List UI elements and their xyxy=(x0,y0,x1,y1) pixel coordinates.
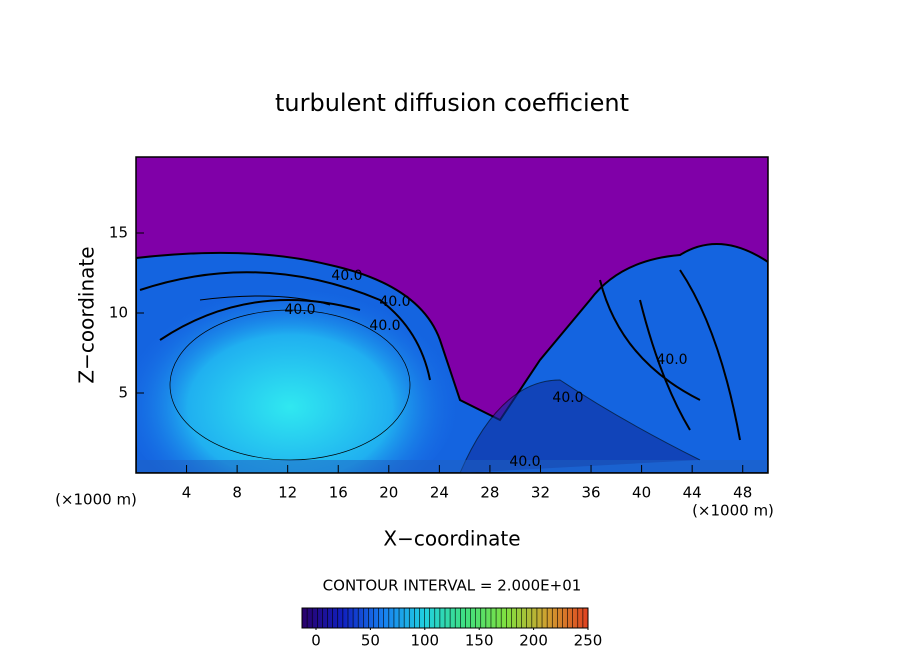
x-tick-label: 16 xyxy=(329,484,348,502)
x-unit-label: (×1000 m) xyxy=(692,502,774,520)
x-tick-label: 28 xyxy=(480,484,499,502)
contour-label: 40.0 xyxy=(369,318,400,334)
contour-field xyxy=(136,157,768,473)
x-tick-label: 20 xyxy=(379,484,398,502)
colorbar-tick-label: 250 xyxy=(574,632,603,650)
contour-label: 40.0 xyxy=(656,352,687,368)
contour-label: 40.0 xyxy=(331,268,362,284)
x-tick-label: 24 xyxy=(430,484,449,502)
contour-interval: CONTOUR INTERVAL = 2.000E+01 xyxy=(323,577,582,595)
contour-label: 40.0 xyxy=(509,454,540,470)
y-unit-label: (×1000 m) xyxy=(55,491,137,509)
contour-label: 40.0 xyxy=(379,294,410,310)
y-tick-label: 10 xyxy=(109,304,128,322)
x-tick-label: 36 xyxy=(581,484,600,502)
y-tick-label: 5 xyxy=(118,384,128,402)
x-tick-label: 12 xyxy=(278,484,297,502)
colorbar-tick-label: 150 xyxy=(465,632,494,650)
chart-title: turbulent diffusion coefficient xyxy=(275,89,629,117)
x-tick-label: 48 xyxy=(733,484,752,502)
colorbar-tick-label: 50 xyxy=(361,632,380,650)
contour-label: 40.0 xyxy=(552,390,583,406)
colorbar-tick-label: 0 xyxy=(311,632,321,650)
x-axis-label: X−coordinate xyxy=(383,527,520,551)
colorbar-tick-label: 100 xyxy=(410,632,439,650)
y-axis-label: Z−coordinate xyxy=(75,246,99,383)
x-tick-label: 44 xyxy=(683,484,702,502)
plot-frame xyxy=(135,156,769,474)
x-tick-label: 8 xyxy=(232,484,242,502)
colorbar-tick-label: 200 xyxy=(519,632,548,650)
x-tick-label: 4 xyxy=(182,484,192,502)
contour-label: 40.0 xyxy=(284,302,315,318)
x-tick-label: 40 xyxy=(632,484,651,502)
y-tick-label: 15 xyxy=(109,224,128,242)
x-tick-label: 32 xyxy=(531,484,550,502)
